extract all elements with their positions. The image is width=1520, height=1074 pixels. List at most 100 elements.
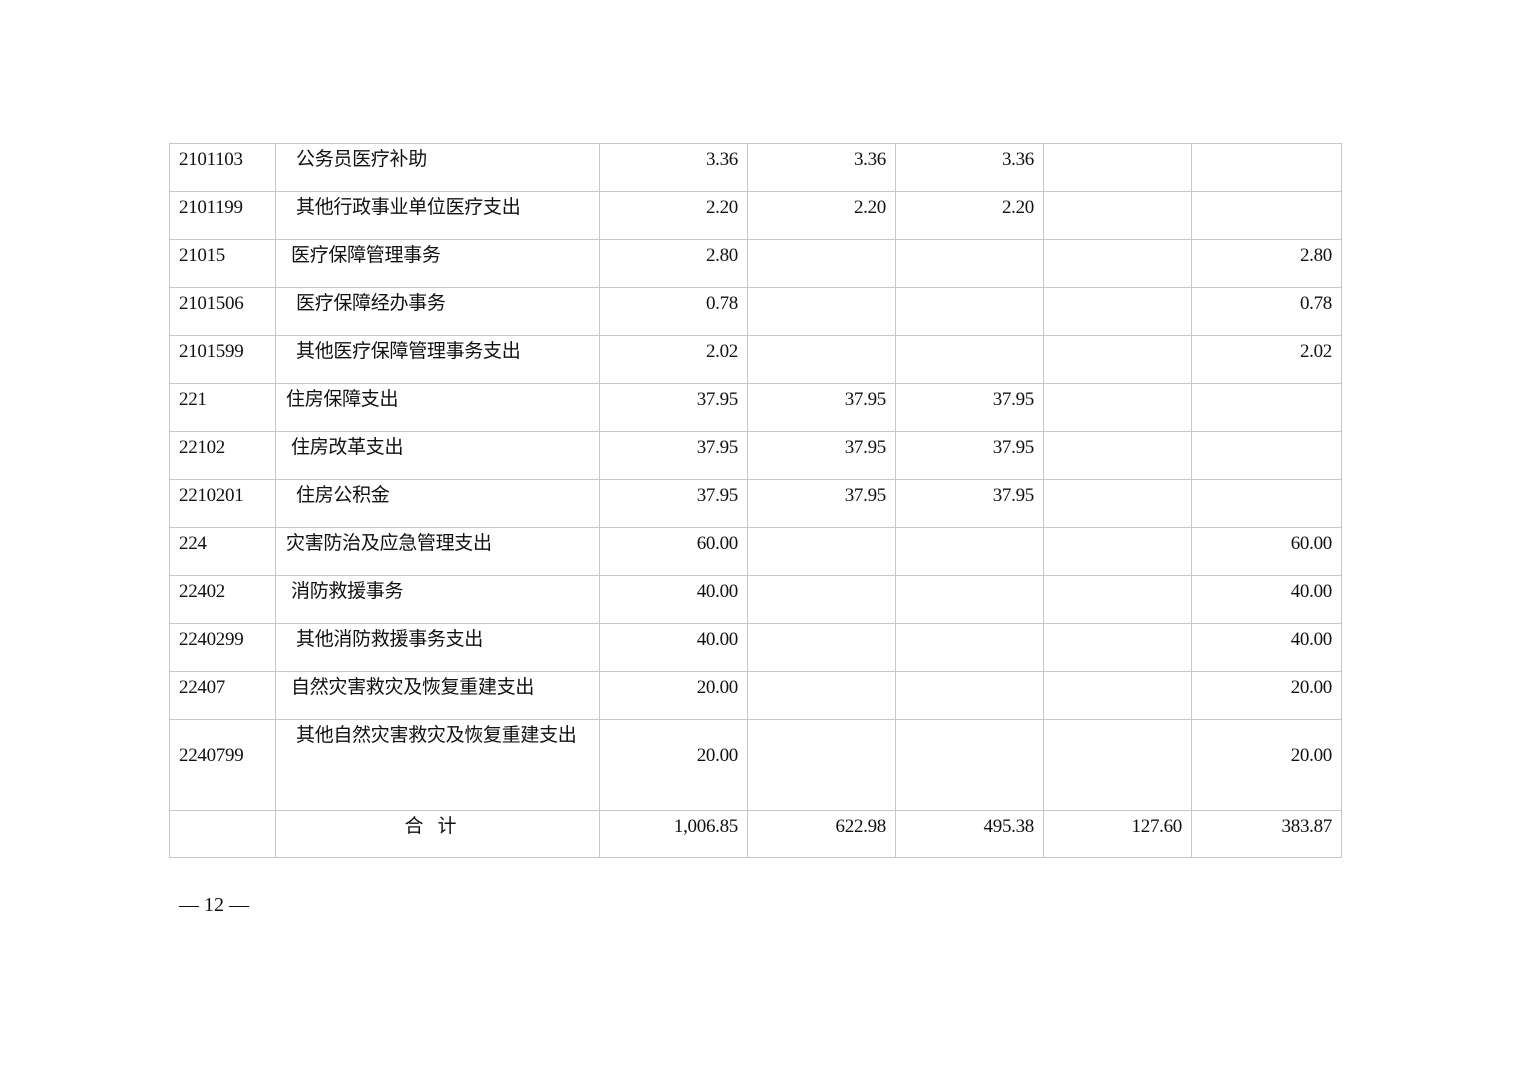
function-name: 灾害防治及应急管理支出: [275, 527, 600, 576]
function-name: 医疗保障经办事务: [275, 287, 600, 336]
amount-cell: 2.02: [599, 335, 748, 384]
amount-cell: 20.00: [1191, 719, 1342, 811]
amount-cell: 37.95: [747, 431, 896, 480]
function-code: 2240799: [169, 719, 276, 811]
amount-cell: 40.00: [599, 623, 748, 672]
table-row: 221 住房保障支出 37.95 37.95 37.95: [169, 383, 1342, 432]
amount-cell: [1043, 719, 1192, 811]
total-label: 合计: [275, 810, 600, 858]
amount-cell: [1191, 431, 1342, 480]
table-row: 22402 消防救援事务 40.00 40.00: [169, 575, 1342, 624]
amount-cell: 2.20: [895, 191, 1044, 240]
total-amount: 127.60: [1043, 810, 1192, 858]
function-code: 2210201: [169, 479, 276, 528]
amount-cell: 60.00: [1191, 527, 1342, 576]
amount-cell: 60.00: [599, 527, 748, 576]
amount-cell: 20.00: [1191, 671, 1342, 720]
table-row: 22102 住房改革支出 37.95 37.95 37.95: [169, 431, 1342, 480]
amount-cell: 20.00: [599, 719, 748, 811]
amount-cell: [1043, 431, 1192, 480]
amount-cell: 40.00: [1191, 575, 1342, 624]
amount-cell: 3.36: [895, 143, 1044, 192]
function-code: 2240299: [169, 623, 276, 672]
amount-cell: 40.00: [599, 575, 748, 624]
amount-cell: 2.20: [599, 191, 748, 240]
function-code: 2101506: [169, 287, 276, 336]
function-name: 公务员医疗补助: [275, 143, 600, 192]
amount-cell: 2.80: [599, 239, 748, 288]
amount-cell: [895, 527, 1044, 576]
total-amount: 495.38: [895, 810, 1044, 858]
function-name: 其他行政事业单位医疗支出: [275, 191, 600, 240]
amount-cell: 2.20: [747, 191, 896, 240]
amount-cell: [1043, 383, 1192, 432]
amount-cell: 0.78: [1191, 287, 1342, 336]
amount-cell: 37.95: [895, 383, 1044, 432]
amount-cell: [895, 287, 1044, 336]
amount-cell: 2.80: [1191, 239, 1342, 288]
table-row: 2101103 公务员医疗补助 3.36 3.36 3.36: [169, 143, 1342, 192]
amount-cell: [895, 671, 1044, 720]
budget-expenditure-table: 2101103 公务员医疗补助 3.36 3.36 3.36 2101199 其他行政事业单…: [169, 143, 1342, 858]
function-code: 224: [169, 527, 276, 576]
amount-cell: [747, 239, 896, 288]
function-name: 消防救援事务: [275, 575, 600, 624]
total-row: 合计 1,006.85 622.98 495.38 127.60 383.87: [169, 810, 1342, 858]
table-row: 22407 自然灾害救灾及恢复重建支出 20.00 20.00: [169, 671, 1342, 720]
total-amount: 622.98: [747, 810, 896, 858]
function-name: 自然灾害救灾及恢复重建支出: [275, 671, 600, 720]
amount-cell: [1043, 335, 1192, 384]
page-number: — 12 —: [179, 894, 249, 916]
amount-cell: [747, 527, 896, 576]
amount-cell: 3.36: [747, 143, 896, 192]
amount-cell: [1043, 191, 1192, 240]
amount-cell: [747, 575, 896, 624]
amount-cell: [1043, 527, 1192, 576]
table-row: 2101506 医疗保障经办事务 0.78 0.78: [169, 287, 1342, 336]
function-code: 2101199: [169, 191, 276, 240]
function-code: 221: [169, 383, 276, 432]
amount-cell: [747, 671, 896, 720]
table-row: 2240799 其他自然灾害救灾及恢复重建支出 20.00 20.00: [169, 719, 1342, 811]
function-name: 其他医疗保障管理事务支出: [275, 335, 600, 384]
table-row: 2210201 住房公积金 37.95 37.95 37.95: [169, 479, 1342, 528]
function-name: 住房保障支出: [275, 383, 600, 432]
amount-cell: [747, 287, 896, 336]
amount-cell: [895, 335, 1044, 384]
table-row: 2101199 其他行政事业单位医疗支出 2.20 2.20 2.20: [169, 191, 1342, 240]
function-code: 22102: [169, 431, 276, 480]
amount-cell: [1043, 671, 1192, 720]
table-row: 2101599 其他医疗保障管理事务支出 2.02 2.02: [169, 335, 1342, 384]
amount-cell: 37.95: [599, 479, 748, 528]
function-code: 2101103: [169, 143, 276, 192]
amount-cell: 40.00: [1191, 623, 1342, 672]
amount-cell: [895, 575, 1044, 624]
function-code: 22407: [169, 671, 276, 720]
amount-cell: [895, 623, 1044, 672]
amount-cell: [747, 719, 896, 811]
amount-cell: [1043, 287, 1192, 336]
amount-cell: 37.95: [895, 431, 1044, 480]
amount-cell: [895, 719, 1044, 811]
amount-cell: 0.78: [599, 287, 748, 336]
amount-cell: [1191, 143, 1342, 192]
table-row: 2240299 其他消防救援事务支出 40.00 40.00: [169, 623, 1342, 672]
function-code: 22402: [169, 575, 276, 624]
function-name: 医疗保障管理事务: [275, 239, 600, 288]
amount-cell: 20.00: [599, 671, 748, 720]
amount-cell: 2.02: [1191, 335, 1342, 384]
total-amount: 383.87: [1191, 810, 1342, 858]
amount-cell: [1043, 239, 1192, 288]
amount-cell: 37.95: [599, 431, 748, 480]
amount-cell: [1191, 383, 1342, 432]
empty-cell: [169, 810, 276, 858]
amount-cell: 37.95: [747, 383, 896, 432]
function-name: 住房公积金: [275, 479, 600, 528]
amount-cell: [1043, 623, 1192, 672]
amount-cell: [1043, 479, 1192, 528]
amount-cell: 3.36: [599, 143, 748, 192]
amount-cell: [1043, 143, 1192, 192]
function-name: 其他自然灾害救灾及恢复重建支出: [275, 719, 600, 811]
table-row: 21015 医疗保障管理事务 2.80 2.80: [169, 239, 1342, 288]
amount-cell: 37.95: [895, 479, 1044, 528]
